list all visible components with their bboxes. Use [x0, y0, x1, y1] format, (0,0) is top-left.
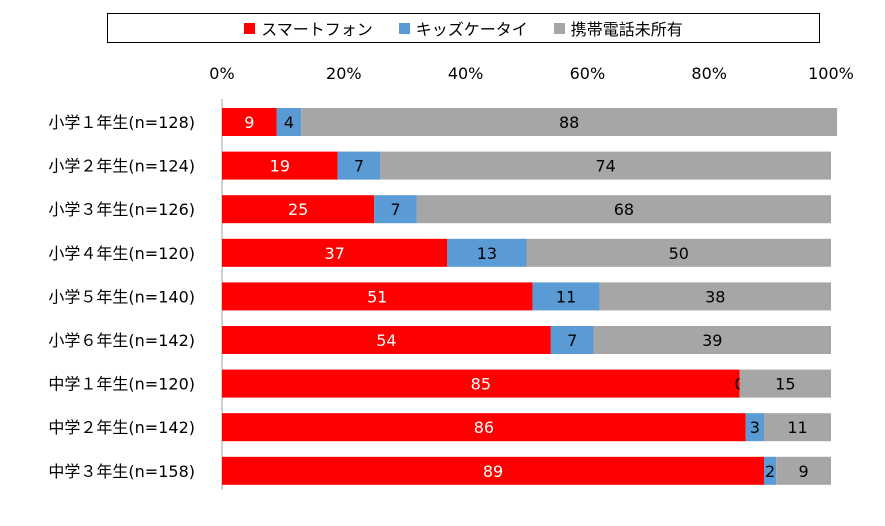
data-label: 39 — [702, 331, 722, 350]
bar-segment — [380, 151, 831, 180]
data-label: 68 — [614, 200, 634, 219]
data-label: 51 — [367, 287, 387, 306]
bar-segment — [532, 282, 600, 311]
bar-segment — [526, 238, 831, 267]
data-label: 86 — [474, 418, 494, 437]
category-label: 中学１年生(n=120) — [48, 375, 195, 394]
bar-segment — [222, 456, 765, 485]
bar-segment — [222, 108, 277, 136]
data-label: 88 — [559, 113, 579, 132]
data-label: 25 — [288, 200, 308, 219]
data-label: 74 — [595, 157, 615, 176]
category-label: 小学３年生(n=126) — [48, 200, 195, 219]
data-label: 38 — [705, 287, 725, 306]
bar-segment — [447, 238, 527, 267]
data-label: 2 — [765, 462, 775, 481]
x-tick-label: 80% — [691, 64, 727, 83]
legend-item-no-phone: 携帯電話未所有 — [553, 16, 683, 40]
data-label: 7 — [354, 157, 364, 176]
bar-segment — [416, 195, 831, 224]
bar-segment — [764, 456, 777, 485]
legend-item-smartphone: スマートフォン — [244, 16, 373, 40]
legend: スマートフォン キッズケータイ 携帯電話未所有 — [107, 13, 820, 43]
x-tick-label: 0% — [209, 64, 234, 83]
category-label: 中学３年生(n=158) — [48, 462, 195, 481]
bar-segment — [222, 369, 740, 398]
data-label: 7 — [390, 200, 400, 219]
legend-label-smartphone: スマートフォン — [261, 20, 373, 39]
category-label: 小学２年生(n=124) — [48, 157, 195, 176]
legend-swatch-no-phone — [553, 22, 565, 34]
data-label: 50 — [669, 244, 689, 263]
category-label: 中学２年生(n=142) — [48, 418, 195, 437]
bar-segment — [276, 108, 302, 136]
legend-label-kids-phone: キッズケータイ — [415, 20, 528, 39]
bar-segment — [337, 151, 381, 180]
data-label: 11 — [787, 418, 807, 437]
bar-segment — [764, 413, 831, 442]
data-label: 4 — [284, 113, 294, 132]
x-tick-label: 60% — [570, 64, 606, 83]
data-label: 37 — [324, 244, 344, 263]
x-tick-label: 100% — [808, 64, 854, 83]
category-label: 小学６年生(n=142) — [48, 331, 195, 350]
bar-segment — [550, 326, 594, 354]
data-label: 9 — [244, 113, 254, 132]
bar-segment — [222, 151, 338, 180]
bar-segment — [222, 413, 746, 442]
bar-segment — [222, 326, 551, 354]
bar-segment — [222, 238, 448, 267]
bar-segment — [222, 195, 375, 224]
bar-segment — [301, 108, 838, 136]
bar-segment — [599, 282, 831, 311]
data-label: 3 — [750, 418, 760, 437]
data-label: 9 — [799, 462, 809, 481]
legend-swatch-smartphone — [244, 22, 256, 34]
bar-segment — [374, 195, 417, 224]
bar-segment — [222, 282, 533, 311]
data-label: 89 — [483, 462, 503, 481]
data-label: 13 — [477, 244, 497, 263]
category-label: 小学４年生(n=120) — [48, 244, 195, 263]
category-label: 小学１年生(n=128) — [48, 113, 195, 132]
bar-segment — [739, 369, 831, 398]
x-tick-label: 40% — [448, 64, 484, 83]
data-label: 11 — [556, 287, 576, 306]
bar-segment — [776, 456, 831, 485]
data-label: 54 — [376, 331, 396, 350]
data-label: 7 — [567, 331, 577, 350]
data-label: 85 — [471, 375, 491, 394]
bar-segment — [745, 413, 765, 442]
category-label: 小学５年生(n=140) — [48, 287, 195, 306]
x-tick-label: 20% — [326, 64, 362, 83]
legend-item-kids-phone: キッズケータイ — [398, 16, 528, 40]
legend-swatch-kids-phone — [398, 22, 410, 34]
data-label: 15 — [775, 375, 795, 394]
data-label: 19 — [270, 157, 290, 176]
legend-label-no-phone: 携帯電話未所有 — [570, 20, 683, 39]
bar-segment — [593, 326, 831, 354]
